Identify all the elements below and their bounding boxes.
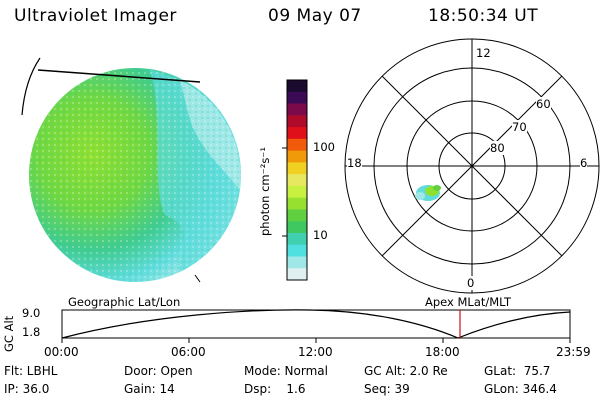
colorbar-segment bbox=[287, 268, 307, 281]
colorbar-segment bbox=[287, 209, 307, 222]
colorbar-tick-10: 10 bbox=[313, 228, 328, 242]
ip-info: IP: 36.0 bbox=[4, 382, 50, 396]
instrument-title: Ultraviolet Imager bbox=[14, 6, 177, 26]
colorbar-segment bbox=[287, 150, 307, 163]
earth-horizon-line bbox=[37, 69, 201, 83]
lat-label-80: 80 bbox=[490, 141, 505, 155]
sequence-info: Seq: 39 bbox=[364, 382, 410, 396]
lat-label-70: 70 bbox=[512, 120, 527, 134]
earth-limb-arc bbox=[21, 57, 41, 116]
colorbar-segment bbox=[287, 244, 307, 257]
timeline-ytick-bottom: 1.8 bbox=[22, 325, 41, 339]
timeline-ytick-top: 9.0 bbox=[22, 306, 41, 320]
timeline-xtick-0000: 00:00 bbox=[44, 345, 79, 359]
mlt-label-12: 12 bbox=[476, 46, 491, 60]
timeline-right-label: Apex MLat/MLT bbox=[425, 295, 512, 309]
colorbar-segment bbox=[287, 91, 307, 105]
colorbar-segment bbox=[287, 162, 307, 175]
colorbar-segment bbox=[287, 115, 307, 128]
colorbar-segment bbox=[287, 197, 307, 210]
timeline-xtick-0600: 06:00 bbox=[171, 345, 206, 359]
observation-time: 18:50:34 UT bbox=[428, 6, 539, 26]
geographic-lon-info: GLon: 346.4 bbox=[484, 382, 557, 396]
colorbar-segment bbox=[287, 127, 307, 140]
gain-info: Gain: 14 bbox=[124, 382, 175, 396]
timeline-left-label: Geographic Lat/Lon bbox=[68, 295, 181, 309]
colorbar-segment bbox=[287, 256, 307, 269]
dsp-info: Dsp: 1.6 bbox=[244, 382, 306, 396]
door-info: Door: Open bbox=[124, 364, 193, 378]
colorbar-segment bbox=[287, 221, 307, 234]
altitude-curve bbox=[61, 309, 571, 339]
colorbar-segment bbox=[287, 232, 307, 246]
gc-alt-info: GC Alt: 2.0 Re bbox=[364, 364, 448, 378]
colorbar-segment bbox=[287, 138, 307, 152]
mlt-label-18: 18 bbox=[347, 156, 362, 170]
filter-info: Flt: LBHL bbox=[4, 364, 58, 378]
auroral-spot bbox=[415, 185, 441, 201]
timeline-xtick-2359: 23:59 bbox=[556, 345, 591, 359]
lat-label-60: 60 bbox=[536, 97, 551, 111]
geographic-lat-info: GLat: 75.7 bbox=[484, 364, 551, 378]
mode-info: Mode: Normal bbox=[244, 364, 328, 378]
mlt-label-6: 6 bbox=[580, 156, 588, 170]
colorbar-segment bbox=[287, 80, 307, 93]
colorbar-segment bbox=[287, 185, 307, 199]
timeline-xtick-1800: 18:00 bbox=[425, 345, 460, 359]
polar-diagonal-2 bbox=[381, 75, 563, 257]
colorbar-segment bbox=[287, 174, 307, 187]
mlt-label-0: 0 bbox=[467, 276, 475, 290]
timeline-xtick-1200: 12:00 bbox=[298, 345, 333, 359]
timeline-frame bbox=[61, 309, 571, 339]
colorbar-tick-100: 100 bbox=[313, 140, 335, 154]
earth-limb-tick bbox=[194, 274, 201, 283]
observation-date: 09 May 07 bbox=[268, 6, 362, 26]
colorbar bbox=[287, 80, 307, 281]
colorbar-segment bbox=[287, 103, 307, 116]
